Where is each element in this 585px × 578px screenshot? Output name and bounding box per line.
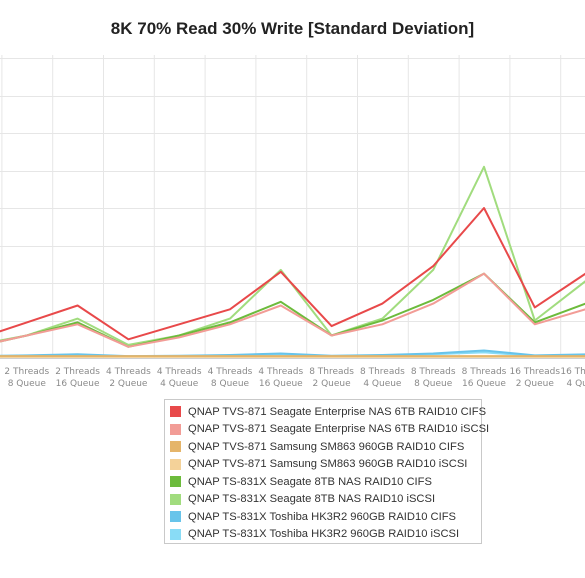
legend-item[interactable]: QNAP TS-831X Seagate 8TB NAS RAID10 CIFS [165,473,481,491]
horizontal-gridlines [0,58,585,359]
chart-title: 8K 70% Read 30% Write [Standard Deviatio… [110,19,475,38]
series-line [0,165,585,346]
legend-item[interactable]: QNAP TS-831X Toshiba HK3R2 960GB RAID10 … [165,526,481,544]
x-tick-label: 8 Threads 4 Queue [360,367,405,389]
legend-label: QNAP TVS-871 Samsung SM863 960GB RAID10 … [188,458,468,471]
legend-item[interactable]: QNAP TVS-871 Samsung SM863 960GB RAID10 … [165,438,481,456]
legend-swatch [170,493,181,505]
legend-swatch [170,511,181,523]
legend-item[interactable]: QNAP TVS-871 Seagate Enterprise NAS 6TB … [165,421,489,439]
x-tick-label: 8 Threads 8 Queue [411,367,456,389]
x-tick-label: 4 Threads 8 Queue [208,367,253,389]
legend-label: QNAP TS-831X Seagate 8TB NAS RAID10 CIFS [188,475,432,488]
legend-swatch [170,476,181,488]
vertical-gridlines [1,55,562,358]
legend-swatch [170,441,181,453]
series-line [0,349,585,358]
legend-item[interactable]: QNAP TVS-871 Samsung SM863 960GB RAID10 … [165,456,481,474]
x-tick-label: 2 Threads 8 Queue [4,367,49,389]
legend-label: QNAP TS-831X Seagate 8TB NAS RAID10 iSCS… [188,493,436,506]
legend-label: QNAP TVS-871 Seagate Enterprise NAS 6TB … [188,405,487,418]
x-tick-label: 4 Threads 16 Queue [258,367,303,389]
series-line [0,207,585,341]
legend-item[interactable]: QNAP TS-831X Seagate 8TB NAS RAID10 iSCS… [165,491,481,509]
x-tick-label: 2 Threads 16 Queue [55,367,100,389]
legend-label: QNAP TVS-871 Samsung SM863 960GB RAID10 … [188,440,465,453]
x-tick-label: 8 Threads 2 Queue [309,367,354,389]
legend-item[interactable]: QNAP TS-831X Toshiba HK3R2 960GB RAID10 … [165,508,481,526]
x-tick-label: 4 Threads 4 Queue [157,367,202,389]
legend-swatch [170,423,181,435]
legend-swatch [170,406,181,418]
legend-item[interactable]: QNAP TVS-871 Seagate Enterprise NAS 6TB … [165,403,486,421]
x-tick-label: 16 Threads 2 Queue [510,367,561,389]
x-tick-label: 4 Threads 2 Queue [106,367,151,389]
legend-swatch [170,458,181,470]
series-lines [0,165,585,358]
legend-label: QNAP TS-831X Toshiba HK3R2 960GB RAID10 … [188,528,460,541]
legend: QNAP TVS-871 Seagate Enterprise NAS 6TB … [164,399,489,544]
legend-label: QNAP TS-831X Toshiba HK3R2 960GB RAID10 … [188,510,457,523]
legend-swatch [170,528,181,540]
legend-label: QNAP TVS-871 Seagate Enterprise NAS 6TB … [188,423,490,436]
series-line [0,272,585,348]
x-tick-label: 8 Threads 16 Queue [462,367,507,389]
